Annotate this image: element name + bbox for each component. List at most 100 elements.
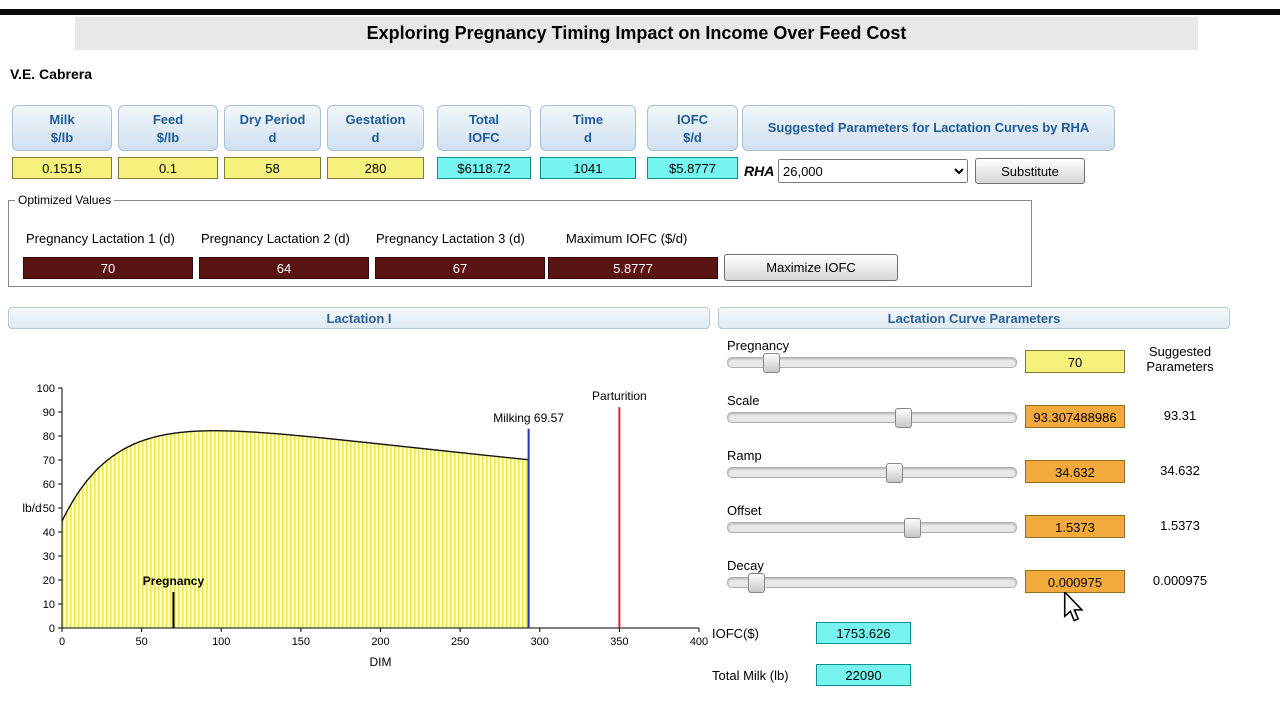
iofc-result-value: 1753.626 [816, 622, 911, 644]
preg-lact1-label: Pregnancy Lactation 1 (d) [26, 231, 175, 246]
scale-value-field[interactable]: 93.307488986 [1025, 405, 1125, 428]
pregnancy-slider-thumb[interactable] [762, 353, 780, 373]
svg-text:40: 40 [43, 527, 55, 539]
svg-text:Parturition: Parturition [592, 389, 647, 403]
rha-label: RHA [744, 163, 775, 179]
rha-panel-title: Suggested Parameters for Lactation Curve… [742, 105, 1115, 151]
svg-text:200: 200 [371, 636, 389, 648]
svg-text:0: 0 [49, 623, 55, 635]
mouse-cursor [1063, 592, 1084, 622]
dry-period-header: Dry Period d [224, 105, 321, 151]
feed-price-unit: $/lb [156, 130, 180, 145]
preg-lact3-value: 67 [375, 257, 545, 279]
gestation-field[interactable]: 280 [327, 157, 424, 179]
svg-text:90: 90 [43, 407, 55, 419]
svg-text:300: 300 [531, 636, 549, 648]
svg-text:100: 100 [212, 636, 230, 648]
milk-price-field[interactable]: 0.1515 [12, 157, 112, 179]
svg-text:10: 10 [43, 599, 55, 611]
substitute-button[interactable]: Substitute [975, 158, 1085, 184]
gestation-header: Gestation d [327, 105, 424, 151]
gestation-unit: d [371, 130, 380, 145]
iofc-result-label: IOFC($) [712, 626, 759, 641]
svg-text:250: 250 [451, 636, 469, 648]
preg-lact1-value: 70 [23, 257, 193, 279]
svg-text:DIM: DIM [370, 655, 392, 669]
offset-slider-label: Offset [727, 503, 762, 518]
ramp-value-field[interactable]: 34.632 [1025, 460, 1125, 483]
ramp-slider[interactable] [727, 463, 1017, 483]
iofc-per-day-value: $5.8777 [647, 157, 738, 179]
total-iofc-value: $6118.72 [437, 157, 531, 179]
iofc-per-day-header: IOFC $/d [647, 105, 738, 151]
page-title: Exploring Pregnancy Timing Impact on Inc… [366, 23, 907, 43]
ramp-slider-thumb[interactable] [886, 463, 904, 483]
svg-text:Pregnancy: Pregnancy [143, 574, 205, 588]
suggested-parameters-header: Suggested Parameters [1146, 344, 1214, 374]
max-iofc-label: Maximum IOFC ($/d) [566, 231, 688, 246]
scale-slider-label: Scale [727, 393, 760, 408]
time-unit: d [584, 130, 592, 145]
milk-price-unit: $/lb [50, 130, 74, 145]
feed-price-field[interactable]: 0.1 [118, 157, 218, 179]
preg-lact3-label: Pregnancy Lactation 3 (d) [376, 231, 525, 246]
iofc-per-day-label: IOFC [676, 112, 709, 127]
top-black-bar [0, 9, 1280, 15]
decay-slider-thumb[interactable] [748, 573, 766, 593]
total-milk-value: 22090 [816, 664, 911, 686]
offset-slider[interactable] [727, 518, 1017, 538]
svg-text:20: 20 [43, 575, 55, 587]
svg-text:400: 400 [690, 636, 708, 648]
time-label: Time [572, 112, 604, 127]
scale-slider-thumb[interactable] [895, 408, 913, 428]
scale-suggested-value: 93.31 [1163, 408, 1197, 423]
iofc-per-day-unit: $/d [683, 130, 702, 145]
offset-value-field[interactable]: 1.5373 [1025, 515, 1125, 538]
optimized-values-group: Optimized Values Pregnancy Lactation 1 (… [8, 193, 1032, 287]
scale-slider[interactable] [727, 408, 1017, 428]
total-iofc-header: Total IOFC [437, 105, 531, 151]
ramp-slider-label: Ramp [727, 448, 762, 463]
svg-text:50: 50 [136, 636, 148, 648]
dry-period-field[interactable]: 58 [224, 157, 321, 179]
max-iofc-value: 5.8777 [548, 257, 718, 279]
decay-slider-label: Decay [727, 558, 764, 573]
author-name: V.E. Cabrera [10, 66, 92, 82]
time-value: 1041 [540, 157, 636, 179]
svg-text:100: 100 [37, 383, 55, 395]
svg-text:350: 350 [610, 636, 628, 648]
total-iofc-label: Total [468, 112, 500, 127]
decay-slider[interactable] [727, 573, 1017, 593]
rha-select[interactable]: 26,000 [778, 159, 968, 183]
decay-suggested-value: 0.000975 [1152, 573, 1208, 588]
offset-slider-thumb[interactable] [903, 518, 921, 538]
gestation-label: Gestation [345, 112, 406, 127]
pregnancy-slider-label: Pregnancy [727, 338, 790, 353]
preg-lact2-label: Pregnancy Lactation 2 (d) [201, 231, 350, 246]
curve-parameters-panel-header: Lactation Curve Parameters [718, 307, 1230, 329]
maximize-iofc-button[interactable]: Maximize IOFC [724, 254, 898, 281]
svg-text:50: 50 [43, 503, 55, 515]
lactation-panel-header: Lactation I [8, 307, 710, 329]
decay-value-field[interactable]: 0.000975 [1025, 570, 1125, 593]
milk-price-header: Milk $/lb [12, 105, 112, 151]
offset-suggested-value: 1.5373 [1160, 518, 1200, 533]
lactation-chart: 0 10 20 30 40 50 60 70 80 90 100 0 50 100 150 200 250 300… [22, 383, 708, 669]
dry-period-label: Dry Period [239, 112, 306, 127]
svg-text:80: 80 [43, 431, 55, 443]
svg-text:70: 70 [43, 455, 55, 467]
pregnancy-slider[interactable] [727, 353, 1017, 373]
pregnancy-value-field[interactable]: 70 [1025, 350, 1125, 373]
total-iofc-unit: IOFC [468, 130, 500, 145]
svg-text:0: 0 [59, 636, 65, 648]
title-bar: Exploring Pregnancy Timing Impact on Inc… [75, 17, 1198, 50]
svg-text:60: 60 [43, 479, 55, 491]
svg-text:Milking 69.57: Milking 69.57 [493, 411, 564, 425]
optimized-values-legend: Optimized Values [18, 193, 112, 207]
ramp-suggested-value: 34.632 [1160, 463, 1200, 478]
time-header: Time d [540, 105, 636, 151]
preg-lact2-value: 64 [199, 257, 369, 279]
feed-price-header: Feed $/lb [118, 105, 218, 151]
svg-text:30: 30 [43, 551, 55, 563]
svg-text:lb/d: lb/d [22, 501, 41, 515]
